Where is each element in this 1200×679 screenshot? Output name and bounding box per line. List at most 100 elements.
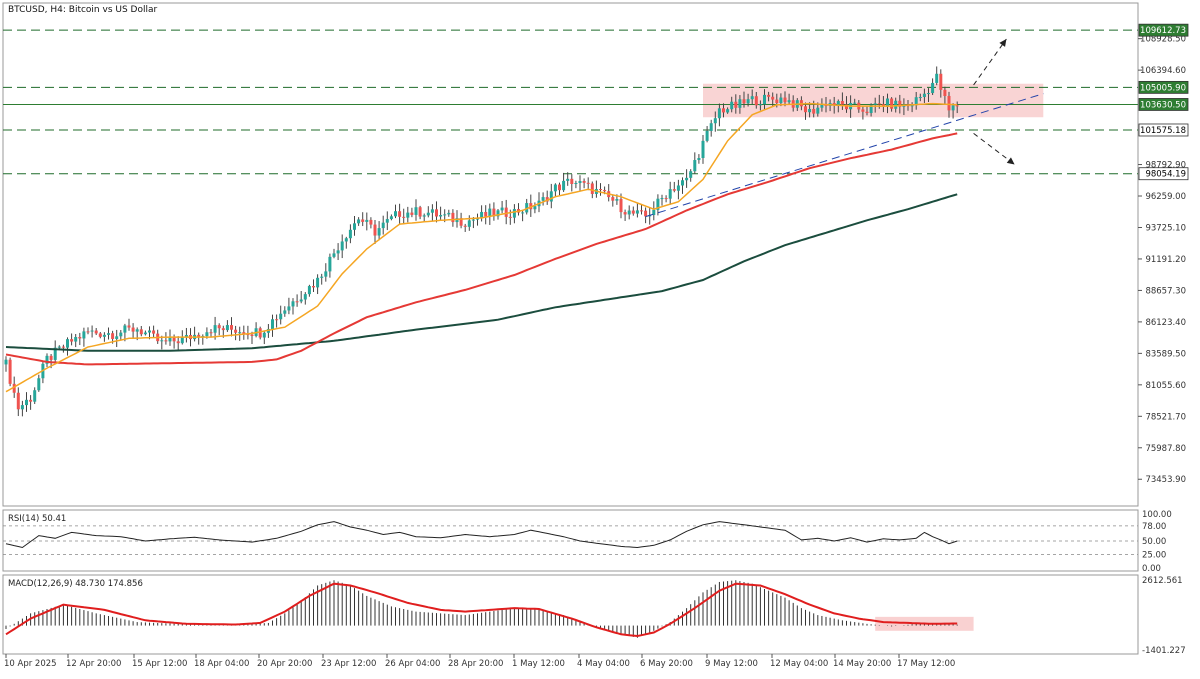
candle-body [336,250,340,254]
ma-fast-line [5,102,958,393]
candle-body [61,346,65,348]
candle-body [705,130,709,141]
rsi-tick-label: 0.00 [1142,564,1161,574]
price-tick-label: 106394.60 [1140,66,1186,76]
candle-body [426,212,430,216]
candle-body [681,180,684,186]
candle-body [115,336,119,339]
time-tick-label: 12 Apr 20:00 [66,659,121,669]
candle-body [652,209,656,216]
candle-body [635,210,639,214]
time-tick-label: 14 May 20:00 [833,659,891,669]
candle-body [238,332,242,334]
candle-body [590,183,594,194]
candle-body [861,109,865,112]
price-tick-label: 93725.10 [1145,223,1186,233]
candle-body [234,329,238,333]
time-tick-label: 9 May 12:00 [705,659,758,669]
candle-body [672,189,676,191]
macd-tick-label: 2612.561 [1142,576,1183,586]
candle-body [820,103,824,108]
candle-body [8,359,12,384]
candle-body [910,105,914,107]
candle-body [722,108,725,113]
candle-body [943,89,947,96]
candle-body [160,340,164,342]
candle-body [410,212,414,215]
candle-body [86,331,90,333]
candle-body [845,104,848,110]
candle-body [812,109,816,114]
candle-body [480,211,484,219]
candle-body [771,96,775,100]
candle-body [377,228,381,236]
candle-body [307,286,311,295]
candle-body [951,105,955,111]
candle-body [340,241,344,251]
time-tick-label: 26 Apr 04:00 [385,659,440,669]
candle-body [570,178,574,184]
candle-body [865,111,869,114]
candle-body [836,101,840,106]
candle-body [553,184,557,192]
candle-body [644,210,648,217]
candle-body [922,93,926,98]
price-level-tag-label: 101575.18 [1140,126,1186,136]
projection-arrow-line [973,133,1015,165]
price-tick-label: 75987.80 [1145,444,1186,454]
candle-body [521,212,525,214]
candle-body [697,158,701,161]
candle-body [783,97,787,103]
candle-body [615,199,619,201]
candle-body [230,325,233,330]
candle-body [660,198,664,200]
candle-body [918,97,922,99]
candle-body [508,216,512,218]
candle-body [447,212,451,215]
candle-body [365,219,369,222]
candle-body [701,140,705,159]
candle-body [287,306,291,311]
price-tick-label: 81055.60 [1145,381,1186,391]
candle-body [877,103,881,105]
candle-body [689,171,693,178]
candle-body [131,327,135,332]
macd-layer [5,580,974,638]
candle-body [488,208,492,217]
candle-body [656,198,660,210]
price-level-tag [1138,80,1189,94]
candle-body [611,197,615,201]
candle-body [225,325,229,331]
candle-body [271,319,274,329]
candle-body [381,222,385,229]
candle-body [353,223,356,230]
price-level-tag-label: 109612.73 [1140,26,1186,36]
price-level-tag [1138,167,1189,181]
candle-body [369,219,373,225]
candle-body [869,104,873,114]
candle-body [197,334,201,338]
rsi-tick-label: 78.00 [1142,522,1166,532]
candle-body [262,332,266,338]
projection-arrow-line [973,38,1007,86]
candle-body [853,102,857,104]
candle-body [558,184,561,191]
candle-body [619,199,623,213]
candle-body [217,325,221,329]
ma-slow-line [5,193,958,352]
candle-body [476,218,479,220]
candle-body [291,301,295,307]
candle-body [787,100,791,103]
candle-body [890,98,894,109]
price-level-tag-label: 98054.19 [1145,170,1186,180]
candle-body [529,203,533,210]
price-tick-label: 91191.20 [1145,255,1186,265]
rsi-tick-label: 100.00 [1142,510,1172,520]
candle-body [738,99,742,108]
resistance-zone [703,83,1044,118]
candle-body [894,100,898,109]
time-tick-label: 10 Apr 2025 [4,659,57,669]
candle-body [734,101,738,108]
